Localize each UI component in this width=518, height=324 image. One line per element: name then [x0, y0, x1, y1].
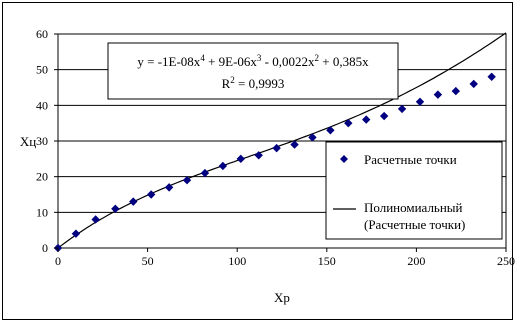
- legend-item-points: Расчетные точки: [364, 152, 457, 167]
- r2-part: R: [222, 76, 231, 91]
- eq-exponent: 4: [200, 53, 205, 63]
- data-point-diamond: [200, 168, 210, 178]
- data-point-diamond: [218, 161, 228, 171]
- y-tick-label: 60: [36, 27, 48, 41]
- data-points: [53, 72, 496, 253]
- y-axis-ticks: 0 10 20 30 40 50 60: [36, 27, 58, 255]
- eq-part: + 9E-06x: [205, 54, 258, 69]
- data-point-diamond: [182, 176, 192, 185]
- equation-line-2: R2 = 0,9993: [222, 75, 285, 91]
- data-point-diamond: [91, 215, 100, 224]
- eq-part: - 0,0022x: [261, 54, 315, 69]
- data-point-diamond: [236, 154, 245, 164]
- x-tick-label: 200: [407, 254, 425, 268]
- data-point-diamond: [129, 197, 138, 206]
- x-tick-label: 0: [55, 254, 61, 268]
- eq-part: y = -1E-08x: [137, 54, 200, 69]
- x-tick-label: 100: [228, 254, 246, 268]
- data-point-diamond: [397, 104, 407, 114]
- eq-exponent: 2: [315, 53, 320, 63]
- data-point-diamond: [362, 115, 371, 124]
- x-axis-ticks: 0 50 100 150 200 250: [55, 248, 515, 268]
- y-axis-label: Xц: [20, 134, 36, 149]
- data-point-diamond: [111, 204, 120, 213]
- legend-box: [325, 141, 503, 240]
- data-point-diamond: [326, 126, 335, 135]
- data-point-diamond: [344, 118, 353, 128]
- y-tick-label: 10: [36, 205, 48, 219]
- legend-item-trend-line1: Полиномиальный: [364, 200, 463, 215]
- data-point-diamond: [290, 140, 299, 149]
- data-point-diamond: [433, 90, 443, 99]
- data-point-diamond: [451, 86, 461, 96]
- data-point-diamond: [71, 229, 81, 238]
- x-tick-label: 150: [318, 254, 336, 268]
- data-point-diamond: [254, 151, 263, 160]
- eq-part: + 0,385x: [319, 54, 369, 69]
- y-tick-label: 20: [36, 170, 48, 184]
- equation-box: [107, 42, 399, 100]
- r2-exponent: 2: [230, 75, 235, 85]
- data-point-diamond: [415, 97, 425, 106]
- y-tick-label: 30: [36, 134, 48, 148]
- equation-line-1: y = -1E-08x4 + 9E-06x3 - 0,0022x2 + 0,38…: [137, 53, 369, 69]
- data-point-diamond: [272, 143, 281, 153]
- data-point-diamond: [164, 183, 174, 192]
- legend-item-trend-line2: (Расчетные точки): [364, 217, 465, 232]
- y-tick-label: 0: [42, 241, 48, 255]
- data-point-diamond: [469, 79, 478, 89]
- data-point-diamond: [379, 111, 389, 121]
- data-point-diamond: [487, 72, 496, 81]
- eq-exponent: 3: [257, 53, 262, 63]
- data-point-diamond: [308, 133, 317, 142]
- legend-diamond-marker: [340, 155, 348, 163]
- r2-part: = 0,9993: [235, 76, 285, 91]
- y-tick-label: 40: [36, 98, 48, 112]
- x-axis-label: Xp: [274, 290, 290, 305]
- x-tick-label: 50: [142, 254, 154, 268]
- data-point-diamond: [146, 190, 156, 199]
- x-tick-label: 250: [497, 254, 515, 268]
- y-tick-label: 50: [36, 63, 48, 77]
